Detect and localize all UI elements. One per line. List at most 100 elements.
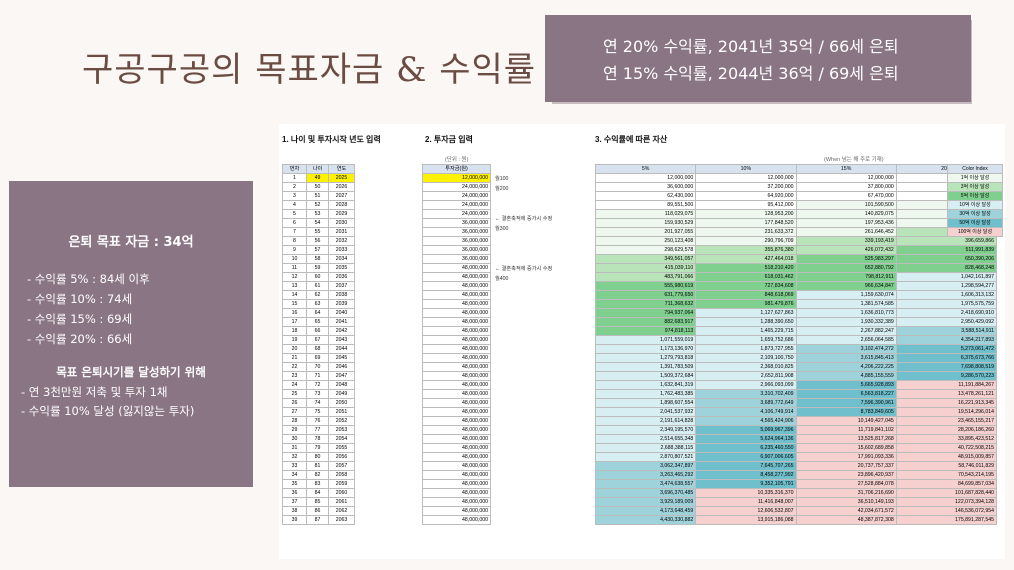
cell-asset: 415,039,110 [594, 263, 697, 273]
cell-index: 32 [282, 452, 307, 462]
cell-year: 2047 [328, 371, 355, 381]
retirement-goal-box: 은퇴 목표 자금 : 34억 - 수익률 5% : 84세 이후 - 수익률 1… [9, 181, 253, 487]
table-row: 20 68 2044 [282, 344, 355, 354]
cell-year: 2027 [328, 191, 355, 201]
cell-age: 50 [306, 182, 329, 192]
section-assets-title: 3. 수익률에 따른 자산 [595, 135, 668, 144]
cell-asset: 5,069,967,396 [695, 425, 797, 435]
table-row: 12,000,000 [422, 173, 491, 183]
cell-index: 1 [282, 173, 307, 183]
table-row: 48,000,000 [422, 452, 491, 462]
cell-year: 2054 [328, 434, 355, 444]
cell-age: 81 [306, 461, 329, 471]
table-row: 36,000,000 [422, 245, 491, 255]
cell-age: 80 [306, 452, 329, 462]
table-row: 48,000,000 [422, 398, 491, 408]
cell-asset: 12,000,000 [594, 173, 697, 183]
table-row: 201,927,055231,633,372261,646,452300,549… [594, 227, 998, 237]
cell-age: 53 [306, 209, 329, 219]
cell-asset: 631,779,650 [594, 290, 697, 300]
cell-asset: 966,634,847 [795, 281, 897, 291]
cell-index: 9 [282, 245, 307, 255]
legend-item: 10억 이상 달성 [947, 200, 1003, 210]
table-row: 28 76 2052 [282, 416, 355, 426]
cell-asset: 650,390,206 [895, 254, 998, 264]
cell-asset: 1,159,630,074 [795, 290, 897, 300]
table-row: 48,000,000 [422, 416, 491, 426]
cell-asset: 1,930,332,389 [795, 317, 897, 327]
cell-asset: 5,624,964,136 [695, 434, 797, 444]
table-row: 2,688,388,115 6,235,460,550 15,602,689,858… [594, 443, 998, 453]
cell-investment: 48,000,000 [422, 281, 491, 291]
table-row: 2,349,195,570 5,069,967,396 11,719,841,102… [594, 425, 998, 435]
cell-year: 2050 [328, 398, 355, 408]
table-row: 14 62 2038 [282, 290, 355, 300]
cell-index: 30 [282, 434, 307, 444]
table-row: 2 50 2026 [282, 182, 355, 192]
table-row: 48,000,000 [422, 434, 491, 444]
legend-item: 1억 이상 달성 [947, 173, 1003, 183]
cell-year: 2056 [328, 452, 355, 462]
table-row: 24,000,000 [422, 200, 491, 210]
cell-asset: 2,041,537,932 [594, 407, 697, 417]
cell-asset: 19,514,296,014 [895, 407, 998, 417]
cell-age: 82 [306, 470, 329, 480]
cell-asset: 20,737,757,337 [795, 461, 897, 471]
cell-asset: 4,106,749,914 [695, 407, 797, 417]
cell-investment: 12,000,000 [422, 173, 491, 183]
cell-age: 71 [306, 371, 329, 381]
cell-investment: 48,000,000 [422, 389, 491, 399]
cell-asset: 84,699,857,034 [895, 479, 998, 489]
table-row: 48,000,000 [422, 506, 491, 516]
cell-age: 73 [306, 389, 329, 399]
cell-asset: 11,719,841,102 [795, 425, 897, 435]
cell-asset: 67,470,000 [795, 191, 897, 201]
table-row: 24,000,000 [422, 209, 491, 219]
cell-asset: 2,870,807,521 [594, 452, 697, 462]
cell-year: 2026 [328, 182, 355, 192]
cell-asset: 1,762,483,385 [594, 389, 697, 399]
cell-year: 2052 [328, 416, 355, 426]
table-row: 48,000,000 [422, 335, 491, 345]
annotation-note: 월400 [495, 276, 509, 282]
cell-asset: 3,588,514,911 [895, 326, 998, 336]
cell-year: 2042 [328, 326, 355, 336]
cell-asset: 101,687,828,440 [895, 488, 998, 498]
cell-year: 2034 [328, 254, 355, 264]
cell-asset: 4,354,217,893 [895, 335, 998, 345]
cell-asset: 15,602,689,858 [795, 443, 897, 453]
cell-investment: 48,000,000 [422, 335, 491, 345]
table-row: 1,762,483,385 3,310,702,409 6,563,818,227 1… [594, 389, 998, 399]
cell-asset: 70,543,214,195 [895, 470, 998, 480]
cell-index: 15 [282, 299, 307, 309]
cell-age: 74 [306, 398, 329, 408]
cell-asset: 17,991,093,336 [795, 452, 897, 462]
cell-asset: 1,632,841,319 [594, 380, 697, 390]
cell-investment: 24,000,000 [422, 182, 491, 192]
cell-investment: 48,000,000 [422, 308, 491, 318]
cell-age: 77 [306, 425, 329, 435]
cell-year: 2039 [328, 299, 355, 309]
plan-row-1: - 연 3천만원 저축 및 투자 1채 [21, 385, 168, 399]
table-row: 27 75 2051 [282, 407, 355, 417]
cell-year: 2044 [328, 344, 355, 354]
cell-year: 2059 [328, 479, 355, 489]
cell-index: 10 [282, 254, 307, 264]
cell-asset: 3,689,772,649 [695, 398, 797, 408]
cell-index: 20 [282, 344, 307, 354]
cell-asset: 727,834,608 [695, 281, 797, 291]
table-row: 10 58 2034 [282, 254, 355, 264]
legend-item: 30억 이상 달성 [947, 209, 1003, 219]
cell-investment: 48,000,000 [422, 470, 491, 480]
cell-year: 2062 [328, 506, 355, 516]
cell-investment: 48,000,000 [422, 380, 491, 390]
table-row: 7 55 2031 [282, 227, 355, 237]
table-row: 48,000,000 [422, 443, 491, 453]
cell-index: 29 [282, 425, 307, 435]
cell-asset: 101,590,500 [795, 200, 897, 210]
cell-year: 2060 [328, 488, 355, 498]
cell-age: 79 [306, 443, 329, 453]
goal-row-10: - 수익률 10% : 74세 [27, 292, 133, 306]
cell-asset: 981,479,876 [695, 299, 797, 309]
